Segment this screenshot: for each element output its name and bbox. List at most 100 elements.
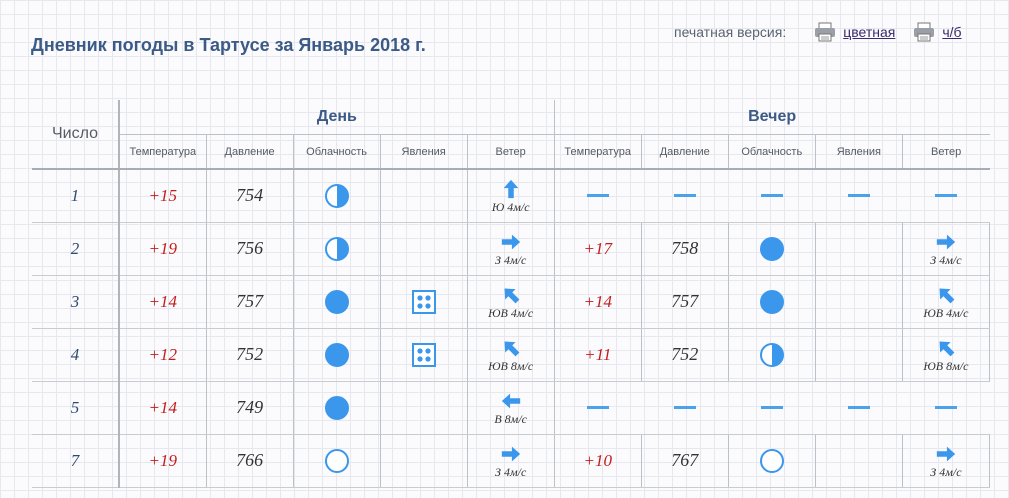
print-bw-link[interactable]: ч/б (913, 22, 962, 42)
col-day-temp: Температура (118, 134, 207, 170)
day-temp-text: +12 (148, 344, 178, 364)
dash-icon (847, 405, 870, 409)
day-pressure-text: 749 (236, 397, 264, 417)
eve-pressure (641, 381, 729, 435)
day-pressure-text: 766 (236, 450, 264, 470)
eve-clouds (727, 328, 816, 382)
col-day-wind: Ветер (466, 134, 555, 170)
col-eve-wind: Ветер (901, 134, 990, 170)
day-temp: +14 (118, 381, 207, 435)
day-number: 3 (32, 275, 120, 329)
eve-temp: +17 (553, 222, 642, 276)
eve-temp-text: +17 (583, 238, 612, 258)
dash-icon (673, 194, 696, 198)
eve-temp: +11 (553, 328, 642, 382)
dash-icon (934, 405, 957, 409)
day-clouds (292, 328, 381, 382)
col-day-pressure: Давление (205, 134, 294, 170)
day-clouds (292, 222, 381, 276)
col-eve-phenomena: Явления (814, 134, 903, 170)
eve-wind: З 4м/с (901, 434, 991, 488)
dash-icon (847, 194, 870, 198)
day-number: 1 (32, 169, 120, 223)
group-day: День (118, 100, 555, 135)
day-phenomena (379, 434, 468, 488)
day-wind: ЮВ 8м/с (466, 328, 555, 382)
wind-arrow-icon (499, 180, 523, 199)
eve-pressure: 767 (640, 434, 729, 488)
day-temp-text: +19 (148, 450, 178, 470)
eve-temp: +10 (553, 434, 642, 488)
table-row: 3 +14 757 ЮВ 4м/с +14 757 ЮВ 4м/с (32, 275, 991, 329)
day-pressure-text: 754 (236, 185, 264, 206)
wind-arrow-icon (499, 339, 523, 357)
day-temp-text: +15 (148, 185, 178, 205)
wind-label: З 4м/с (495, 465, 527, 479)
day-number: 4 (32, 328, 120, 382)
day-phenomena (379, 222, 468, 276)
table-row: 7 +19 766 З 4м/с +10 767 З 4м/с (32, 434, 991, 488)
day-pressure-text: 757 (236, 291, 264, 311)
eve-pressure-text: 758 (671, 238, 699, 258)
day-phenomena (379, 275, 468, 329)
wind-label: ЮВ 8м/с (488, 359, 534, 373)
day-number-text: 1 (70, 185, 80, 205)
day-number-text: 5 (70, 397, 80, 417)
day-number-text: 2 (70, 238, 80, 258)
page-title: Дневник погоды в Тартусе за Январь 2018 … (31, 35, 426, 55)
table-row: 5 +14 749 В 8м/с (32, 381, 990, 435)
group-evening: Вечер (553, 100, 990, 135)
dash-icon (673, 405, 696, 409)
day-clouds (292, 381, 381, 435)
col-eve-pressure: Давление (640, 134, 729, 170)
precipitation-dots-icon (411, 289, 436, 314)
day-number-text: 7 (70, 450, 80, 470)
wind-label: ЮВ 4м/с (488, 306, 534, 320)
eve-wind: ЮВ 8м/с (901, 328, 991, 382)
wind-arrow-icon (499, 445, 523, 462)
eve-pressure-text: 757 (671, 291, 699, 311)
eve-clouds (728, 381, 816, 435)
print-bar: печатная версия: цветная ч/б (674, 22, 962, 42)
cloud-partly-icon (324, 183, 350, 208)
wind-label: В 8м/с (494, 412, 527, 426)
wind-label: Ю 4м/с (491, 200, 530, 215)
day-pressure-text: 752 (236, 344, 264, 364)
dash-icon (586, 194, 609, 198)
eve-phenomena (815, 381, 903, 435)
cloud-overcast-icon (324, 342, 350, 367)
day-pressure: 756 (205, 222, 294, 276)
day-clouds (292, 169, 381, 223)
day-wind: ЮВ 4м/с (466, 275, 555, 329)
print-color-link[interactable]: цветная (814, 22, 895, 42)
day-phenomena (379, 381, 468, 435)
wind-arrow-icon (499, 286, 523, 304)
day-phenomena (379, 328, 468, 382)
day-clouds (292, 434, 381, 488)
wind-arrow-icon (934, 445, 958, 462)
eve-pressure: 758 (640, 222, 729, 276)
cloud-overcast-icon (759, 236, 785, 261)
day-temp-text: +14 (148, 291, 178, 311)
wind-arrow-icon (934, 339, 958, 357)
day-temp: +15 (118, 169, 207, 223)
print-color-label: цветная (843, 24, 896, 40)
eve-wind: З 4м/с (901, 222, 991, 276)
col-day-phenomena: Явления (379, 134, 468, 170)
day-temp-text: +19 (148, 238, 178, 258)
cloud-overcast-icon (324, 395, 350, 420)
eve-temp (553, 381, 642, 435)
eve-clouds (727, 222, 816, 276)
wind-arrow-icon (499, 392, 523, 409)
print-label: печатная версия: (674, 24, 787, 40)
eve-temp-text: +11 (584, 344, 612, 364)
cloud-overcast-icon (759, 289, 785, 314)
eve-pressure: 752 (640, 328, 729, 382)
printer-icon (814, 22, 836, 42)
day-temp: +19 (118, 222, 207, 276)
dash-icon (760, 194, 783, 198)
wind-label: З 4м/с (930, 253, 962, 267)
wind-arrow-icon (934, 233, 958, 250)
eve-phenomena (814, 275, 903, 329)
eve-wind (902, 169, 990, 223)
